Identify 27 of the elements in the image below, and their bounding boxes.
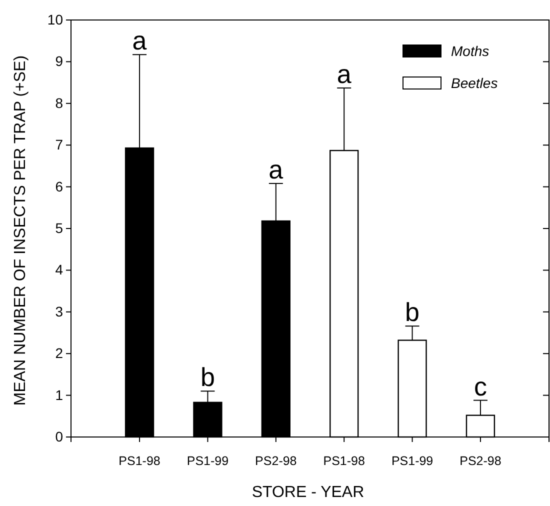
annotation: b (200, 362, 215, 392)
annotation: a (132, 26, 148, 56)
x-tick-label: PS2-98 (460, 454, 502, 468)
y-tick-label: 6 (55, 178, 64, 194)
y-tick-label: 0 (55, 428, 64, 444)
x-tick-label: PS1-99 (186, 454, 229, 468)
y-tick-label: 9 (55, 53, 64, 70)
y-tick-label: 5 (55, 220, 64, 236)
x-tick-label: PS1-99 (391, 454, 434, 468)
y-tick-label: 3 (55, 303, 64, 320)
annotation: a (336, 58, 352, 89)
annotation: a (268, 154, 284, 184)
y-tick-label: 1 (55, 386, 64, 403)
x-tick-label: PS2-98 (255, 454, 297, 468)
y-tick-label: 7 (55, 136, 64, 153)
legend-label: Moths (451, 43, 490, 59)
y-axis-title: MEAN NUMBER OF INSECTS PER TRAP (+SE) (12, 55, 29, 406)
y-tick-label: 8 (55, 94, 64, 111)
annotation: c (474, 371, 487, 402)
y-tick-label: 4 (55, 262, 64, 278)
x-tick-label: PS1-98 (323, 454, 365, 468)
y-tick-label: 2 (55, 345, 64, 362)
legend-label: Beetles (451, 75, 498, 91)
x-tick-label: PS1-98 (118, 454, 160, 468)
annotation: b (405, 297, 420, 328)
x-axis-title: STORE - YEAR (252, 484, 364, 501)
y-tick-label: 10 (47, 11, 64, 28)
